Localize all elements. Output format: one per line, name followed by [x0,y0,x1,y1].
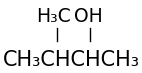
Text: H₃C: H₃C [37,7,71,26]
Text: OH: OH [74,7,102,26]
Text: CH₃CHCHCH₃: CH₃CHCHCH₃ [3,50,139,70]
